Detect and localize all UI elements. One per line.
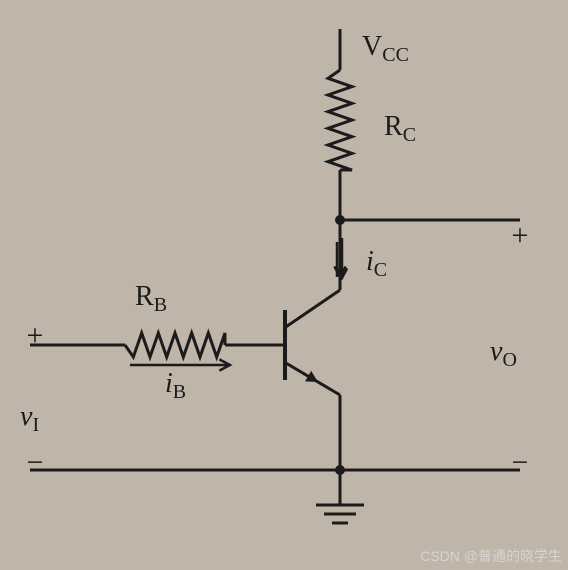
transistor-circuit-diagram: VCC RC RB iC iB vI vO + − + − bbox=[0, 0, 568, 570]
sign-minus-in: − bbox=[27, 446, 44, 479]
label-ib: iB bbox=[165, 368, 186, 403]
sign-minus-out: − bbox=[512, 446, 529, 479]
label-ic: iC bbox=[366, 246, 387, 281]
resistor-rb bbox=[125, 333, 225, 357]
label-vo: vO bbox=[490, 336, 517, 371]
watermark-text: CSDN @普通的晓学生 bbox=[420, 546, 562, 566]
label-rb: RB bbox=[135, 281, 167, 316]
label-rc: RC bbox=[384, 111, 416, 146]
label-vi: vI bbox=[20, 401, 39, 436]
label-vcc: VCC bbox=[362, 31, 409, 66]
transistor-collector-lead bbox=[285, 290, 340, 328]
resistor-rc bbox=[328, 70, 352, 170]
sign-plus-in: + bbox=[27, 319, 44, 352]
sign-plus-out: + bbox=[512, 219, 529, 252]
